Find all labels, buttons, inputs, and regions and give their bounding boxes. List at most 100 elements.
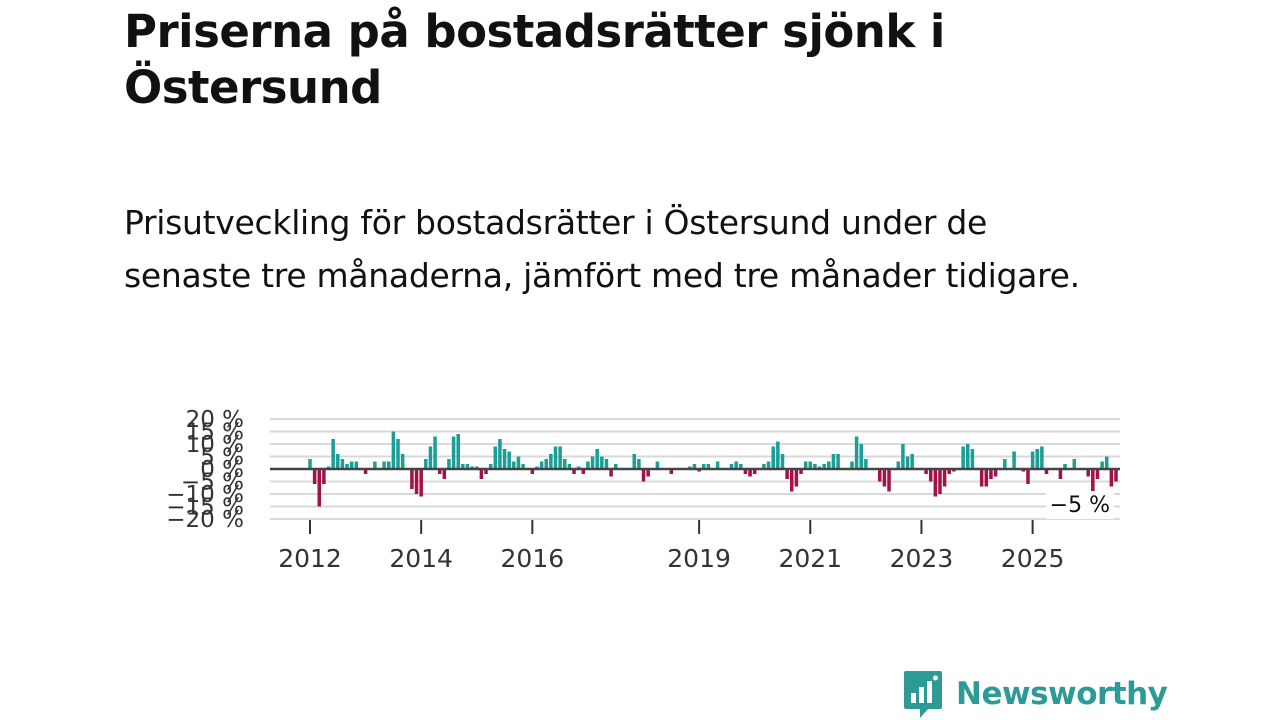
newsworthy-logo: Newsworthy (902, 668, 1168, 720)
bar (549, 454, 553, 469)
bar (739, 464, 743, 469)
bar (938, 469, 942, 494)
bar (993, 469, 998, 477)
bar (766, 461, 771, 469)
x-tick-label: 2025 (1001, 544, 1065, 573)
bar (336, 454, 340, 469)
bar (1063, 464, 1067, 469)
bar (1058, 469, 1063, 479)
last-value-label: −5 % (1050, 493, 1110, 518)
bar (799, 469, 803, 474)
bar (437, 469, 442, 474)
bar (1035, 449, 1040, 469)
bar (581, 469, 586, 474)
bar (637, 459, 641, 469)
bar (317, 469, 322, 507)
bar (748, 469, 752, 477)
bar (373, 461, 377, 469)
bar (850, 461, 854, 469)
bar (808, 461, 813, 469)
bar (1100, 461, 1104, 469)
bar (479, 469, 484, 479)
bar (572, 469, 576, 474)
bar (646, 469, 650, 477)
bar (451, 436, 456, 469)
bar (785, 469, 789, 479)
y-tick-label: −15 % (166, 495, 244, 521)
bar (933, 469, 938, 497)
bar (414, 469, 419, 494)
bar (507, 451, 511, 469)
y-tick-label: 0 % (200, 457, 244, 483)
y-tick-label: −10 % (166, 482, 244, 508)
x-axis-ticks: 2012 2014 2016 2019 2021 2023 2025 (278, 520, 1064, 573)
bar (586, 461, 590, 469)
bar (609, 469, 613, 477)
chart-subtitle: Prisutveckling för bostadsrätter i Öster… (124, 203, 1080, 295)
bar (827, 461, 831, 469)
bar (428, 446, 433, 469)
bar (655, 461, 660, 469)
bar (590, 456, 595, 469)
bar (382, 461, 386, 469)
bar (734, 461, 738, 469)
bar (1003, 459, 1007, 469)
bar (1040, 446, 1044, 469)
bar (859, 444, 863, 469)
bar (488, 464, 493, 469)
x-tick-label: 2012 (278, 544, 342, 573)
x-tick-label: 2021 (778, 544, 842, 573)
bar (715, 461, 720, 469)
bar (942, 469, 947, 487)
bar (882, 469, 887, 487)
bar (400, 454, 405, 469)
bar (521, 464, 525, 469)
bar (447, 459, 451, 469)
bar (530, 469, 535, 474)
bar (864, 459, 868, 469)
bar (354, 461, 359, 469)
bar (424, 459, 428, 469)
bar (1072, 459, 1077, 469)
bar (465, 464, 470, 469)
bar (780, 454, 785, 469)
bar (836, 454, 840, 469)
bar (349, 461, 354, 469)
bar (854, 436, 859, 469)
y-tick-label: −20 % (166, 507, 244, 533)
bar (396, 439, 400, 469)
bar (771, 446, 775, 469)
bar (896, 461, 901, 469)
x-tick-label: 2023 (890, 544, 954, 573)
bar (1109, 469, 1114, 487)
bar (1086, 469, 1090, 477)
y-tick-label: 10 % (186, 432, 244, 458)
bar (613, 464, 618, 469)
bar (544, 459, 548, 469)
bar (970, 449, 975, 469)
bar (641, 469, 646, 482)
bar (308, 459, 312, 469)
bar (484, 469, 488, 474)
bar (493, 446, 498, 469)
bar (312, 469, 317, 484)
bar (322, 469, 326, 484)
bar (410, 469, 414, 489)
chart-title: Priserna på bostadsrätter sjönk i Östers… (124, 5, 945, 114)
bar (1012, 451, 1016, 469)
bar (632, 454, 637, 469)
y-tick-label: −5 % (181, 470, 244, 496)
bar (989, 469, 993, 479)
bar (794, 469, 799, 487)
bar (762, 464, 766, 469)
bar (947, 469, 951, 474)
last-value-background (1046, 491, 1114, 519)
bar (363, 469, 368, 474)
bar (752, 469, 757, 474)
bar (1095, 469, 1100, 479)
bar (340, 459, 345, 469)
bar (729, 464, 734, 469)
bar (887, 469, 891, 492)
bar (331, 439, 335, 469)
y-tick-label: 20 % (186, 407, 244, 433)
